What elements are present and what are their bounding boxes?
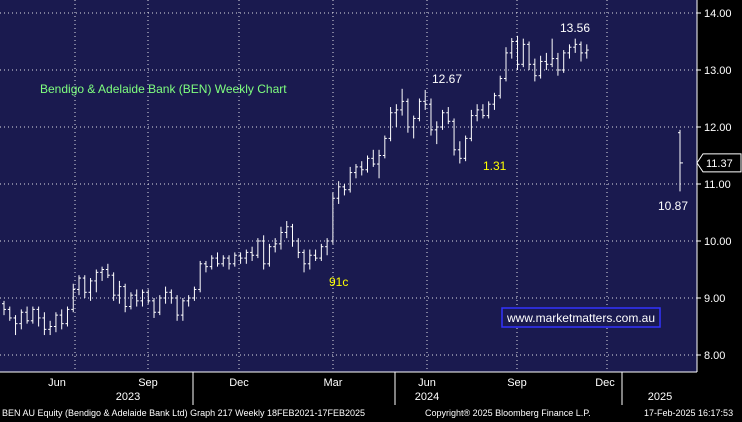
price-chart: 8.00 9.00 10.00 11.00 12.00 13.00 14.00 Jun Sep D… — [0, 0, 742, 405]
watermark-box — [501, 307, 661, 328]
y-tick-label: 9.00 — [704, 293, 725, 305]
chart-annotation: 1.31 — [483, 159, 507, 173]
x-month-label: Dec — [595, 377, 615, 389]
y-tick-label: 13.00 — [704, 65, 732, 77]
chart-annotation: 12.67 — [432, 72, 462, 86]
x-month-label: Dec — [229, 377, 249, 389]
x-year-label: 2023 — [116, 391, 140, 403]
chart-annotation: 91c — [329, 275, 348, 289]
watermark-text: www.marketmatters.com.au — [506, 311, 655, 325]
y-tick-label: 10.00 — [704, 236, 732, 248]
chart-title: Bendigo & Adelaide Bank (BEN) Weekly Cha… — [40, 82, 287, 96]
x-year-label: 2025 — [648, 391, 672, 403]
y-tick-label: 12.00 — [704, 122, 732, 134]
chart-annotation: 13.56 — [560, 21, 590, 35]
x-month-label: Jun — [48, 377, 66, 389]
y-tick-label: 8.00 — [704, 350, 725, 362]
x-month-label: Sep — [138, 377, 158, 389]
y-tick-label: 11.00 — [704, 179, 731, 191]
x-month-label: Sep — [507, 377, 527, 389]
footer-copyright: Copyright® 2025 Bloomberg Finance L.P. — [425, 408, 591, 418]
last-price-flag — [696, 153, 742, 173]
x-month-label: Jun — [418, 377, 436, 389]
footer-timestamp: 17-Feb-2025 16:17:53 — [644, 408, 734, 418]
chart-annotation: 10.87 — [658, 199, 688, 213]
chart-footer: BEN AU Equity (Bendigo & Adelaide Bank L… — [0, 405, 742, 422]
y-tick-label: 14.00 — [704, 8, 732, 20]
footer-security-info: BEN AU Equity (Bendigo & Adelaide Bank L… — [2, 408, 366, 418]
x-year-label: 2024 — [415, 391, 439, 403]
last-price-label: 11.37 — [706, 158, 733, 170]
x-month-label: Mar — [324, 377, 343, 389]
